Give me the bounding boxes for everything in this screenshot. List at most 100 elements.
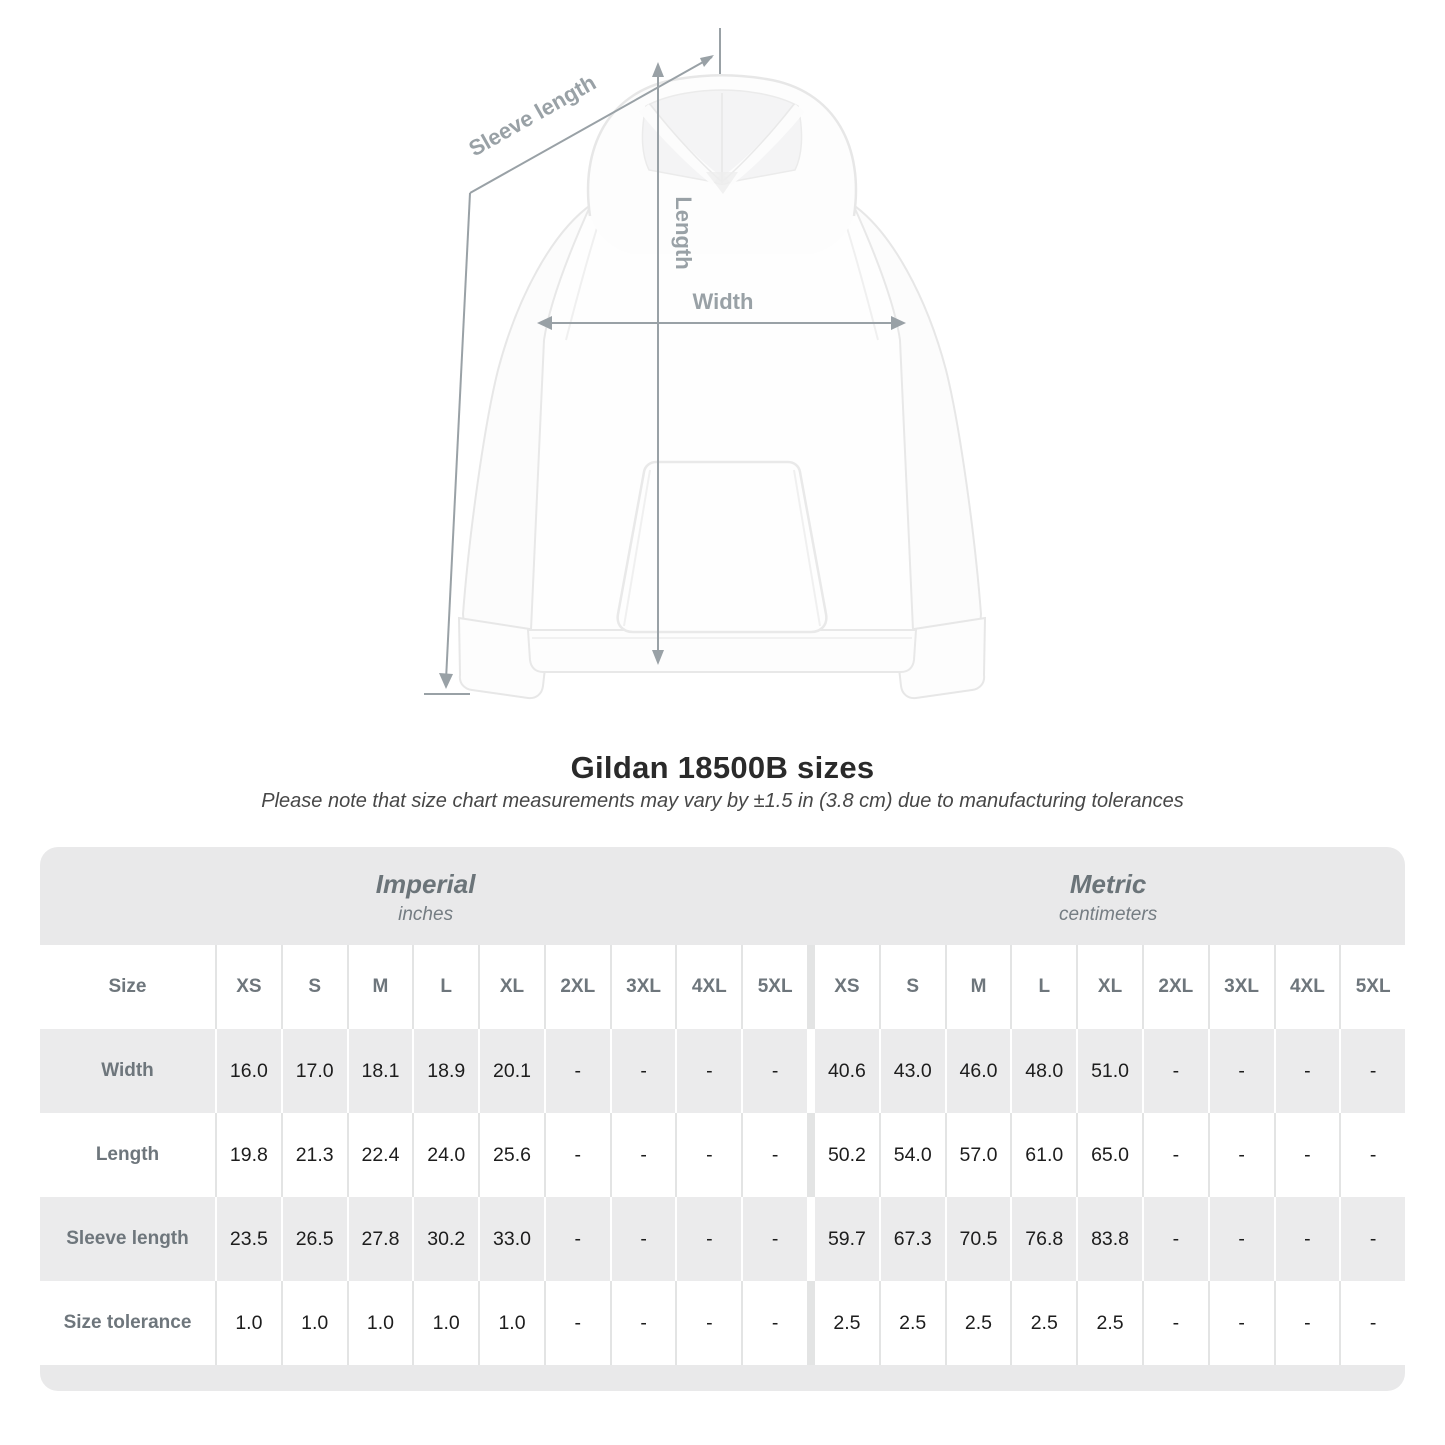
- value-cell: -: [545, 1197, 610, 1281]
- metric-title: Metric: [1069, 868, 1147, 899]
- col-header: 4XL: [1275, 945, 1340, 1029]
- value-cell: 59.7: [815, 1197, 879, 1281]
- table-footer-band: [40, 1365, 1405, 1391]
- value-cell: -: [1209, 1113, 1274, 1197]
- value-cell: 1.0: [480, 1281, 544, 1365]
- arrowheads: [439, 55, 906, 689]
- value-cell: 43.0: [880, 1029, 945, 1113]
- section-divider: [809, 1281, 813, 1365]
- table-row-size-tolerance: Size tolerance 1.0 1.0 1.0 1.0 1.0 - - -…: [40, 1281, 1406, 1365]
- sleeve-vertical-line: [445, 192, 471, 681]
- col-header: 2XL: [1143, 945, 1208, 1029]
- hoodie-figure: Sleeve length Length Width: [424, 28, 987, 700]
- width-right-arrowhead: [891, 316, 906, 330]
- value-cell: 2.5: [1012, 1281, 1077, 1365]
- hood-outline: [586, 74, 858, 217]
- section-divider: [809, 1197, 813, 1281]
- value-cell: 46.0: [946, 1029, 1011, 1113]
- value-cell: 25.6: [480, 1113, 544, 1197]
- value-cell: 27.8: [348, 1197, 413, 1281]
- title-block: Gildan 18500B sizes Please note that siz…: [0, 750, 1445, 814]
- value-cell: -: [1341, 1113, 1406, 1197]
- value-cell: -: [677, 1281, 742, 1365]
- value-cell: -: [1341, 1281, 1406, 1365]
- value-cell: -: [1275, 1281, 1340, 1365]
- length-label: Length: [671, 196, 696, 269]
- col-header: 3XL: [1209, 945, 1274, 1029]
- col-header: 5XL: [743, 945, 808, 1029]
- pocket: [616, 460, 828, 634]
- size-column-header: Size: [40, 945, 215, 1029]
- value-cell: 1.0: [414, 1281, 479, 1365]
- value-cell: -: [545, 1113, 610, 1197]
- metric-unit: centimeters: [1059, 903, 1158, 925]
- right-cuff: [893, 616, 987, 700]
- col-header: L: [414, 945, 479, 1029]
- value-cell: -: [1341, 1197, 1406, 1281]
- value-cell: 33.0: [480, 1197, 544, 1281]
- col-header: 4XL: [677, 945, 742, 1029]
- hoodie-diagram: Sleeve length Length Width: [424, 28, 987, 700]
- page-subtitle: Please note that size chart measurements…: [261, 790, 1184, 812]
- size-chart-table: Imperial inches Metric centimeters Size …: [40, 847, 1406, 1391]
- value-cell: -: [677, 1029, 742, 1113]
- value-cell: 1.0: [348, 1281, 413, 1365]
- value-cell: -: [1143, 1197, 1208, 1281]
- row-label: Size tolerance: [40, 1281, 215, 1365]
- width-left-arrowhead: [537, 316, 552, 330]
- value-cell: 76.8: [1012, 1197, 1077, 1281]
- hood-v-shadow: [706, 172, 738, 194]
- col-header: S: [282, 945, 347, 1029]
- value-cell: 51.0: [1078, 1029, 1142, 1113]
- value-cell: 1.0: [282, 1281, 347, 1365]
- hem-band: [526, 629, 918, 673]
- left-cuff: [457, 616, 551, 700]
- value-cell: -: [1209, 1197, 1274, 1281]
- value-cell: -: [743, 1029, 808, 1113]
- col-header: S: [880, 945, 945, 1029]
- value-cell: 67.3: [880, 1197, 945, 1281]
- value-cell: 18.9: [414, 1029, 479, 1113]
- value-cell: 1.0: [217, 1281, 281, 1365]
- value-cell: -: [743, 1197, 808, 1281]
- section-divider: [809, 1113, 813, 1197]
- value-cell: 40.6: [815, 1029, 879, 1113]
- sleeve-diagonal-line: [469, 56, 713, 194]
- value-cell: 70.5: [946, 1197, 1011, 1281]
- value-cell: 16.0: [217, 1029, 281, 1113]
- value-cell: 18.1: [348, 1029, 413, 1113]
- size-header-row: Size XS S M L XL 2XL 3XL 4XL 5XL XS S M …: [40, 945, 1406, 1029]
- metric-header: Metric centimeters: [811, 847, 1405, 945]
- value-cell: -: [743, 1281, 808, 1365]
- value-cell: 61.0: [1012, 1113, 1077, 1197]
- value-cell: 19.8: [217, 1113, 281, 1197]
- section-divider: [809, 945, 813, 1029]
- col-header: 2XL: [545, 945, 610, 1029]
- pocket-seam-left: [623, 469, 651, 627]
- imperial-header: Imperial inches: [40, 847, 811, 945]
- value-cell: 2.5: [946, 1281, 1011, 1365]
- value-cell: 21.3: [282, 1113, 347, 1197]
- value-cell: -: [611, 1281, 676, 1365]
- value-cell: -: [1275, 1197, 1340, 1281]
- measurement-arrows: [424, 28, 895, 695]
- value-cell: -: [1143, 1029, 1208, 1113]
- value-cell: 24.0: [414, 1113, 479, 1197]
- value-cell: -: [1143, 1281, 1208, 1365]
- value-cell: -: [545, 1029, 610, 1113]
- hoodie-graphic: [457, 74, 987, 700]
- col-header: L: [1012, 945, 1077, 1029]
- row-label: Width: [40, 1029, 215, 1113]
- value-cell: 83.8: [1078, 1197, 1142, 1281]
- page-title: Gildan 18500B sizes: [570, 750, 875, 785]
- value-cell: 22.4: [348, 1113, 413, 1197]
- value-cell: -: [677, 1113, 742, 1197]
- value-cell: 20.1: [480, 1029, 544, 1113]
- table-row-length: Length 19.8 21.3 22.4 24.0 25.6 - - - - …: [40, 1113, 1406, 1197]
- row-label: Sleeve length: [40, 1197, 215, 1281]
- value-cell: 30.2: [414, 1197, 479, 1281]
- value-cell: 54.0: [880, 1113, 945, 1197]
- section-divider: [809, 1029, 813, 1113]
- col-header: XS: [815, 945, 879, 1029]
- pocket-seam-right: [793, 469, 821, 627]
